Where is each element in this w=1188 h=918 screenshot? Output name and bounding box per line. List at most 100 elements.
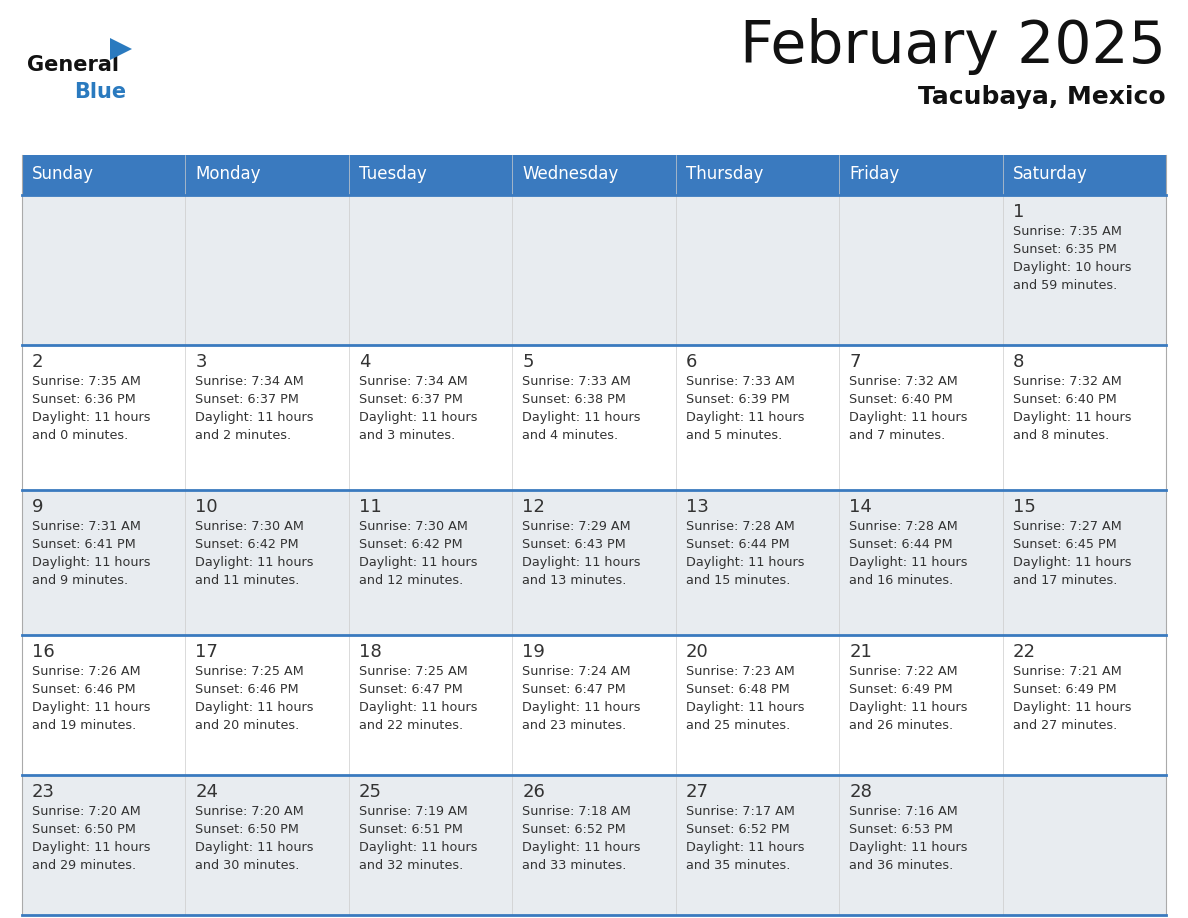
- Bar: [349, 490, 512, 635]
- Bar: [1003, 635, 1165, 775]
- Text: Sunrise: 7:33 AM: Sunrise: 7:33 AM: [523, 375, 631, 388]
- Text: Daylight: 11 hours: Daylight: 11 hours: [359, 841, 478, 854]
- Bar: [349, 635, 512, 775]
- Text: 17: 17: [196, 643, 219, 661]
- Text: Sunset: 6:40 PM: Sunset: 6:40 PM: [849, 393, 953, 406]
- Bar: [839, 775, 1003, 915]
- Text: 4: 4: [359, 353, 371, 371]
- Text: Sunrise: 7:35 AM: Sunrise: 7:35 AM: [32, 375, 141, 388]
- Text: Sunrise: 7:30 AM: Sunrise: 7:30 AM: [196, 520, 304, 533]
- Text: and 22 minutes.: and 22 minutes.: [359, 719, 463, 732]
- Text: Sunset: 6:42 PM: Sunset: 6:42 PM: [196, 538, 299, 551]
- Text: 24: 24: [196, 783, 219, 801]
- Bar: [23, 195, 185, 345]
- Text: Sunset: 6:52 PM: Sunset: 6:52 PM: [685, 823, 790, 836]
- Text: Monday: Monday: [196, 165, 261, 183]
- Text: and 17 minutes.: and 17 minutes.: [1012, 574, 1117, 587]
- Text: Sunset: 6:51 PM: Sunset: 6:51 PM: [359, 823, 463, 836]
- Text: Sunset: 6:49 PM: Sunset: 6:49 PM: [849, 683, 953, 696]
- Text: Tuesday: Tuesday: [359, 165, 426, 183]
- Text: and 11 minutes.: and 11 minutes.: [196, 574, 299, 587]
- Text: and 9 minutes.: and 9 minutes.: [32, 574, 128, 587]
- Text: Sunrise: 7:32 AM: Sunrise: 7:32 AM: [849, 375, 958, 388]
- Bar: [676, 155, 839, 195]
- Text: Sunrise: 7:34 AM: Sunrise: 7:34 AM: [196, 375, 304, 388]
- Text: Daylight: 11 hours: Daylight: 11 hours: [685, 556, 804, 569]
- Text: Sunset: 6:37 PM: Sunset: 6:37 PM: [359, 393, 463, 406]
- Bar: [349, 345, 512, 490]
- Bar: [1003, 490, 1165, 635]
- Text: 20: 20: [685, 643, 708, 661]
- Bar: [185, 195, 349, 345]
- Bar: [1003, 775, 1165, 915]
- Text: Sunrise: 7:30 AM: Sunrise: 7:30 AM: [359, 520, 468, 533]
- Text: Daylight: 11 hours: Daylight: 11 hours: [32, 841, 151, 854]
- Text: and 15 minutes.: and 15 minutes.: [685, 574, 790, 587]
- Text: Daylight: 11 hours: Daylight: 11 hours: [196, 841, 314, 854]
- Bar: [676, 345, 839, 490]
- Text: Sunset: 6:40 PM: Sunset: 6:40 PM: [1012, 393, 1117, 406]
- Text: Daylight: 10 hours: Daylight: 10 hours: [1012, 261, 1131, 274]
- Text: Daylight: 11 hours: Daylight: 11 hours: [685, 841, 804, 854]
- Text: Daylight: 11 hours: Daylight: 11 hours: [359, 411, 478, 424]
- Text: Sunset: 6:41 PM: Sunset: 6:41 PM: [32, 538, 135, 551]
- Text: Sunset: 6:42 PM: Sunset: 6:42 PM: [359, 538, 462, 551]
- Text: 13: 13: [685, 498, 708, 516]
- Text: 25: 25: [359, 783, 381, 801]
- Bar: [839, 155, 1003, 195]
- Text: Sunset: 6:44 PM: Sunset: 6:44 PM: [849, 538, 953, 551]
- Text: Sunrise: 7:33 AM: Sunrise: 7:33 AM: [685, 375, 795, 388]
- Bar: [1003, 195, 1165, 345]
- Bar: [349, 155, 512, 195]
- Text: 28: 28: [849, 783, 872, 801]
- Bar: [185, 345, 349, 490]
- Text: Sunrise: 7:27 AM: Sunrise: 7:27 AM: [1012, 520, 1121, 533]
- Text: 14: 14: [849, 498, 872, 516]
- Text: Daylight: 11 hours: Daylight: 11 hours: [849, 701, 968, 714]
- Text: Daylight: 11 hours: Daylight: 11 hours: [1012, 556, 1131, 569]
- Text: and 3 minutes.: and 3 minutes.: [359, 429, 455, 442]
- Text: Sunset: 6:47 PM: Sunset: 6:47 PM: [359, 683, 462, 696]
- Text: Sunrise: 7:17 AM: Sunrise: 7:17 AM: [685, 805, 795, 818]
- Text: and 35 minutes.: and 35 minutes.: [685, 859, 790, 872]
- Bar: [185, 775, 349, 915]
- Text: 21: 21: [849, 643, 872, 661]
- Text: 23: 23: [32, 783, 55, 801]
- Text: Sunrise: 7:22 AM: Sunrise: 7:22 AM: [849, 665, 958, 678]
- Bar: [185, 635, 349, 775]
- Text: and 23 minutes.: and 23 minutes.: [523, 719, 626, 732]
- Bar: [23, 775, 185, 915]
- Text: Sunset: 6:36 PM: Sunset: 6:36 PM: [32, 393, 135, 406]
- Bar: [676, 775, 839, 915]
- Text: and 20 minutes.: and 20 minutes.: [196, 719, 299, 732]
- Bar: [23, 490, 185, 635]
- Text: 7: 7: [849, 353, 860, 371]
- Text: Daylight: 11 hours: Daylight: 11 hours: [32, 411, 151, 424]
- Text: 9: 9: [32, 498, 44, 516]
- Polygon shape: [110, 38, 132, 60]
- Text: 2: 2: [32, 353, 44, 371]
- Text: Sunrise: 7:20 AM: Sunrise: 7:20 AM: [196, 805, 304, 818]
- Bar: [349, 775, 512, 915]
- Text: Daylight: 11 hours: Daylight: 11 hours: [523, 701, 640, 714]
- Bar: [839, 635, 1003, 775]
- Text: 1: 1: [1012, 203, 1024, 221]
- Text: 19: 19: [523, 643, 545, 661]
- Text: Sunrise: 7:24 AM: Sunrise: 7:24 AM: [523, 665, 631, 678]
- Bar: [349, 195, 512, 345]
- Text: and 2 minutes.: and 2 minutes.: [196, 429, 291, 442]
- Text: and 27 minutes.: and 27 minutes.: [1012, 719, 1117, 732]
- Bar: [185, 490, 349, 635]
- Bar: [23, 345, 185, 490]
- Text: 5: 5: [523, 353, 533, 371]
- Text: Sunset: 6:52 PM: Sunset: 6:52 PM: [523, 823, 626, 836]
- Text: Sunrise: 7:28 AM: Sunrise: 7:28 AM: [849, 520, 958, 533]
- Text: and 8 minutes.: and 8 minutes.: [1012, 429, 1108, 442]
- Text: Daylight: 11 hours: Daylight: 11 hours: [32, 701, 151, 714]
- Bar: [512, 490, 676, 635]
- Text: and 32 minutes.: and 32 minutes.: [359, 859, 463, 872]
- Text: and 26 minutes.: and 26 minutes.: [849, 719, 953, 732]
- Text: Daylight: 11 hours: Daylight: 11 hours: [196, 701, 314, 714]
- Text: Sunset: 6:47 PM: Sunset: 6:47 PM: [523, 683, 626, 696]
- Text: and 19 minutes.: and 19 minutes.: [32, 719, 137, 732]
